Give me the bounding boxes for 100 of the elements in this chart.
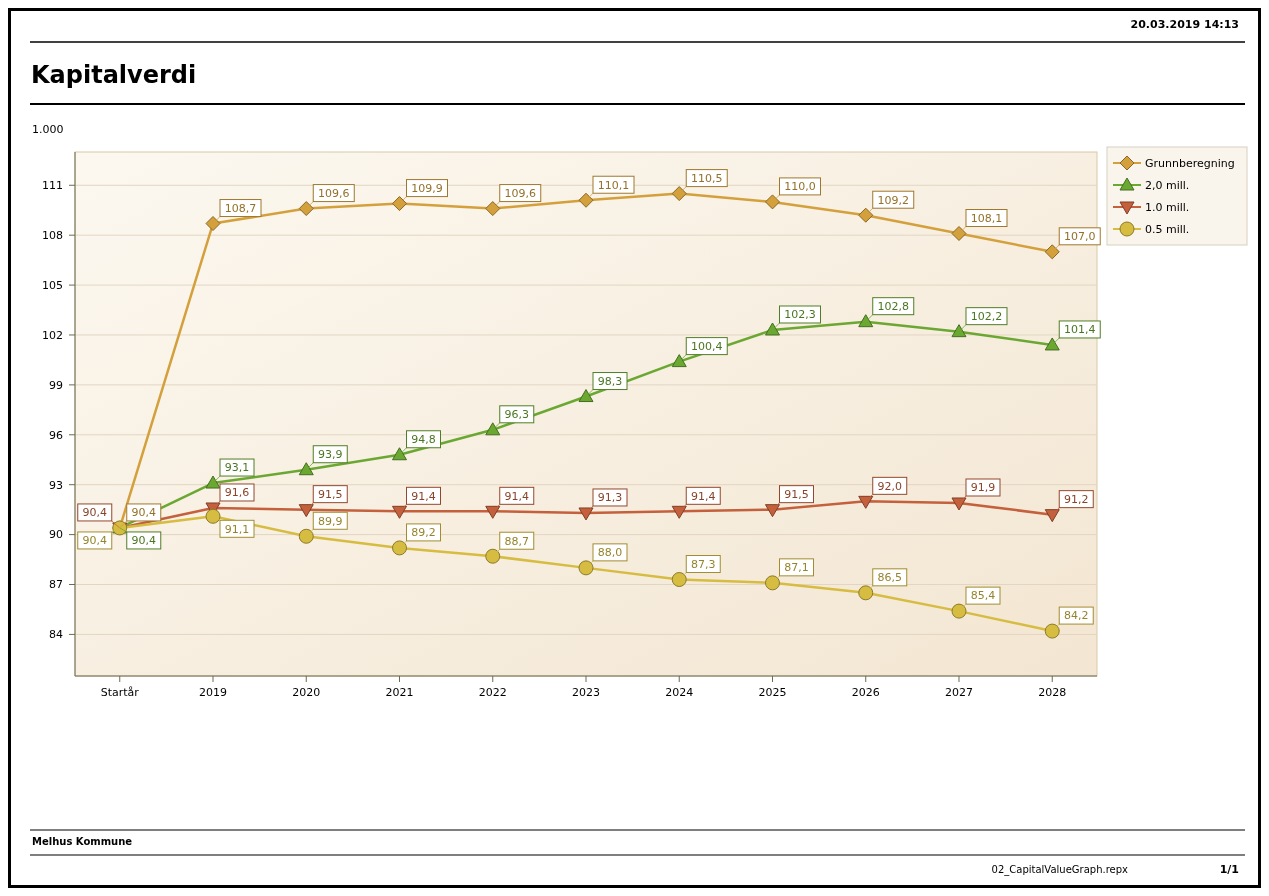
data-label: 91,9 [970,481,996,495]
data-label: 91,4 [504,489,529,503]
data-label: 91,1 [224,522,250,536]
point [578,389,594,403]
legend-label: 0.5 mill. [1145,222,1190,236]
point [951,226,967,242]
point [858,314,874,328]
y-tick-label: 105 [42,278,63,292]
point [858,207,874,223]
point [858,495,874,509]
data-label: 102,8 [877,300,909,314]
point [485,422,501,436]
y-tick-label: 111 [42,179,63,193]
data-label: 110,0 [784,180,816,194]
point [578,507,594,521]
data-label: 89,9 [318,514,343,528]
x-tick-label: 2023 [572,686,600,699]
data-label: 91,3 [597,491,623,505]
x-tick-label: 2020 [292,686,321,699]
point [298,504,314,518]
y-tick-label: 84 [49,628,63,642]
point [951,603,967,619]
point [1044,509,1060,523]
data-label: 108,1 [970,211,1003,225]
data-label: 107,0 [1063,230,1096,244]
point [298,201,314,217]
legend-label: Grunnberegning [1145,156,1235,170]
data-label: 102,3 [784,308,816,322]
y-tick-label: 93 [49,478,63,492]
data-label: 96,3 [504,408,529,422]
point [485,548,501,564]
point [392,196,407,212]
data-label: 90,4 [131,506,157,520]
point [485,505,501,519]
point [392,447,407,461]
x-tick-label: 2026 [851,686,880,699]
data-label: 91,4 [411,489,436,503]
point [298,528,314,544]
point [1044,337,1060,351]
text: 20.03.2019 14:13 [1130,18,1239,31]
point [671,354,687,368]
point [765,194,780,210]
data-label: 89,2 [411,526,436,540]
point [298,462,314,476]
data-label: 91,2 [1063,492,1089,506]
data-label: 84,2 [1063,609,1089,623]
data-label: 109,9 [411,181,443,195]
data-label: 91,5 [318,488,343,501]
y-tick-label: 90 [49,528,63,542]
y-tick-label: 108 [42,229,63,243]
point [671,572,687,588]
y-tick-label: 99 [49,378,63,392]
point [765,322,780,336]
point [205,508,221,524]
text: Melhus Kommune [32,836,133,847]
y-tick-label: 96 [49,428,63,442]
data-label: 109,6 [504,186,536,200]
data-label: 101,4 [1063,323,1096,337]
point [765,575,780,591]
data-label: 88,7 [504,534,529,548]
data-label: 102,2 [970,310,1003,324]
data-label: 100,4 [691,339,723,353]
data-label: 91,4 [691,489,716,503]
x-tick-label: 2019 [199,686,228,699]
y-tick-label: 102 [42,328,63,342]
legend-label: 2,0 mill. [1145,178,1190,192]
point [858,585,874,601]
point [671,186,687,202]
x-tick-label: 2022 [478,686,507,699]
data-label: 85,4 [970,589,996,603]
data-label: 92,0 [877,479,902,493]
legend-label: 1.0 mill. [1145,200,1190,214]
point [1044,244,1060,260]
data-label: 93,9 [318,448,343,462]
data-label: 108,7 [224,201,257,215]
data-label: 90,4 [82,506,108,520]
data-label: 90,4 [82,534,108,548]
x-tick-label: 2025 [758,686,787,699]
data-label: 87,3 [691,557,716,571]
data-label: 94,8 [411,433,436,447]
data-label: 109,6 [318,186,350,200]
data-label: 110,1 [597,178,630,192]
point [671,505,687,519]
point [951,497,967,511]
point [392,540,407,556]
x-tick-label: 2027 [944,686,973,699]
point [951,324,967,338]
point [392,505,407,519]
x-tick-label: Startår [100,686,140,699]
y-tick-label: 87 [49,578,63,592]
data-label: 91,5 [784,488,809,501]
data-label: 110,5 [691,171,723,185]
x-tick-label: 2021 [385,686,414,699]
point [578,192,594,208]
text: 1/1 [1219,863,1239,876]
x-tick-label: 2024 [665,686,694,699]
point [1044,623,1060,639]
y-axis-title: 1.000 [32,123,64,136]
text: 02_CapitalValueGraph.repx [991,864,1129,876]
data-label: 98,3 [597,374,623,388]
